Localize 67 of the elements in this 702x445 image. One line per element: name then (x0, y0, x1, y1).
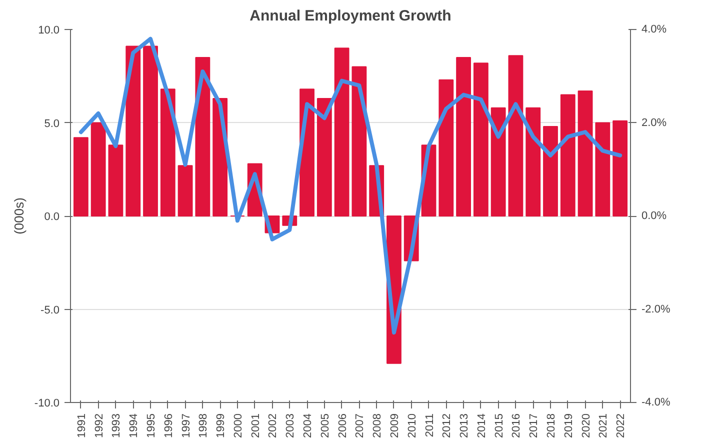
bar (456, 56, 471, 216)
bar (108, 144, 124, 216)
bar (316, 98, 332, 216)
x-tick-label: 2001 (250, 413, 262, 438)
bar (612, 120, 628, 216)
x-tick-label: 2009 (388, 413, 401, 438)
chart-title: Annual Employment Growth (250, 8, 452, 24)
bar (490, 107, 506, 216)
x-tick-label: 2002 (267, 413, 280, 438)
x-tick-label: 2000 (232, 413, 244, 438)
x-tick-label: 2018 (546, 413, 558, 438)
y-tick-label: -10.0 (34, 398, 60, 410)
bar (526, 107, 541, 216)
x-tick-label: 1992 (93, 413, 106, 438)
x-tick-label: 2022 (615, 413, 628, 438)
bar (352, 66, 367, 216)
bar (73, 137, 88, 216)
x-tick-label: 2005 (319, 413, 332, 438)
bar (334, 48, 350, 216)
y2-tick-label: -4.0% (642, 396, 670, 408)
x-tick-label: 2003 (284, 413, 297, 438)
line-series (78, 36, 622, 335)
bar (178, 165, 193, 216)
bar (508, 55, 524, 216)
x-tick-label: 1997 (180, 413, 192, 438)
bar (160, 88, 176, 216)
y2-tick-label: 2.0% (642, 116, 667, 129)
x-tick-label: 1998 (198, 413, 210, 438)
y2-tick-label: -2.0% (642, 303, 670, 316)
bar (126, 46, 141, 216)
bar (578, 90, 593, 216)
x-tick-label: 2012 (441, 413, 454, 438)
y-tick-label: 0.0 (44, 211, 60, 223)
x-tick-label: 1995 (146, 413, 158, 438)
x-tick-label: 2013 (458, 413, 471, 438)
x-tick-label: 2007 (354, 413, 366, 438)
bar (560, 94, 576, 216)
bar (195, 56, 210, 216)
y-axis-title: (000s) (11, 198, 26, 234)
x-tick-label: 2021 (598, 413, 610, 438)
bar (143, 46, 158, 216)
bar (595, 122, 610, 216)
x-tick-label: 1991 (76, 413, 88, 438)
y2-tick-label: 4.0% (642, 24, 667, 36)
x-tick-label: 2016 (510, 413, 523, 438)
y-tick-label: -5.0 (40, 304, 60, 316)
x-tick-label: 1993 (110, 413, 123, 438)
x-tick-label: 2004 (302, 413, 314, 438)
y-tick-label: 10.0 (38, 24, 60, 36)
x-tick-label: 1994 (128, 413, 140, 438)
x-tick-label: 2008 (372, 413, 384, 438)
x-tick-label: 2010 (406, 413, 418, 438)
x-tick-label: 2015 (493, 413, 506, 438)
bar (473, 62, 488, 216)
x-tick-label: 2017 (528, 413, 540, 438)
y2-tick-label: 0.0% (642, 210, 667, 222)
x-tick-label: 1999 (215, 413, 228, 438)
bar (90, 122, 106, 216)
x-tick-label: 2006 (336, 413, 349, 438)
x-tick-label: 1996 (162, 413, 175, 438)
x-tick-label: 2020 (580, 413, 592, 438)
x-tick-label: 2014 (476, 413, 488, 438)
x-tick-label: 2019 (562, 413, 575, 438)
y-tick-label: 5.0 (44, 118, 60, 130)
bar (543, 126, 558, 216)
x-tick-label: 2011 (424, 414, 436, 438)
bar (438, 79, 454, 216)
